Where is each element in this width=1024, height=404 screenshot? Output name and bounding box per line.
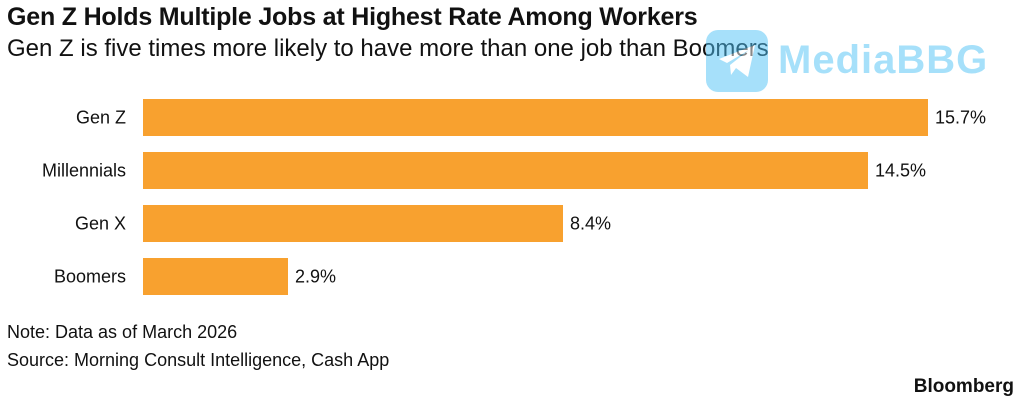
value-label: 15.7% <box>935 108 986 128</box>
telegram-plane-icon <box>706 30 768 92</box>
value-label: 2.9% <box>295 267 336 287</box>
chart-title: Gen Z Holds Multiple Jobs at Highest Rat… <box>7 3 698 31</box>
category-label: Gen X <box>75 214 126 234</box>
chart-subtitle: Gen Z is five times more likely to have … <box>7 35 769 62</box>
chart-note: Note: Data as of March 2026 <box>7 322 238 342</box>
bar-gen-x <box>143 205 563 242</box>
category-label: Boomers <box>54 267 126 287</box>
category-label: Gen Z <box>76 108 126 128</box>
watermark-text: MediaBBG <box>778 38 989 82</box>
bar-boomers <box>143 258 288 295</box>
category-label: Millennials <box>42 161 126 181</box>
watermark: MediaBBG <box>706 26 1006 96</box>
value-label: 8.4% <box>570 214 611 234</box>
brand-logo: Bloomberg <box>913 376 1014 397</box>
value-label: 14.5% <box>875 161 926 181</box>
bar-millennials <box>143 152 868 189</box>
bar-chart: Gen Z 15.7% Millennials 14.5% Gen X 8.4% Boome… <box>42 99 986 295</box>
chart-source: Source: Morning Consult Intelligence, Ca… <box>7 350 390 370</box>
bar-gen-z <box>143 99 928 136</box>
